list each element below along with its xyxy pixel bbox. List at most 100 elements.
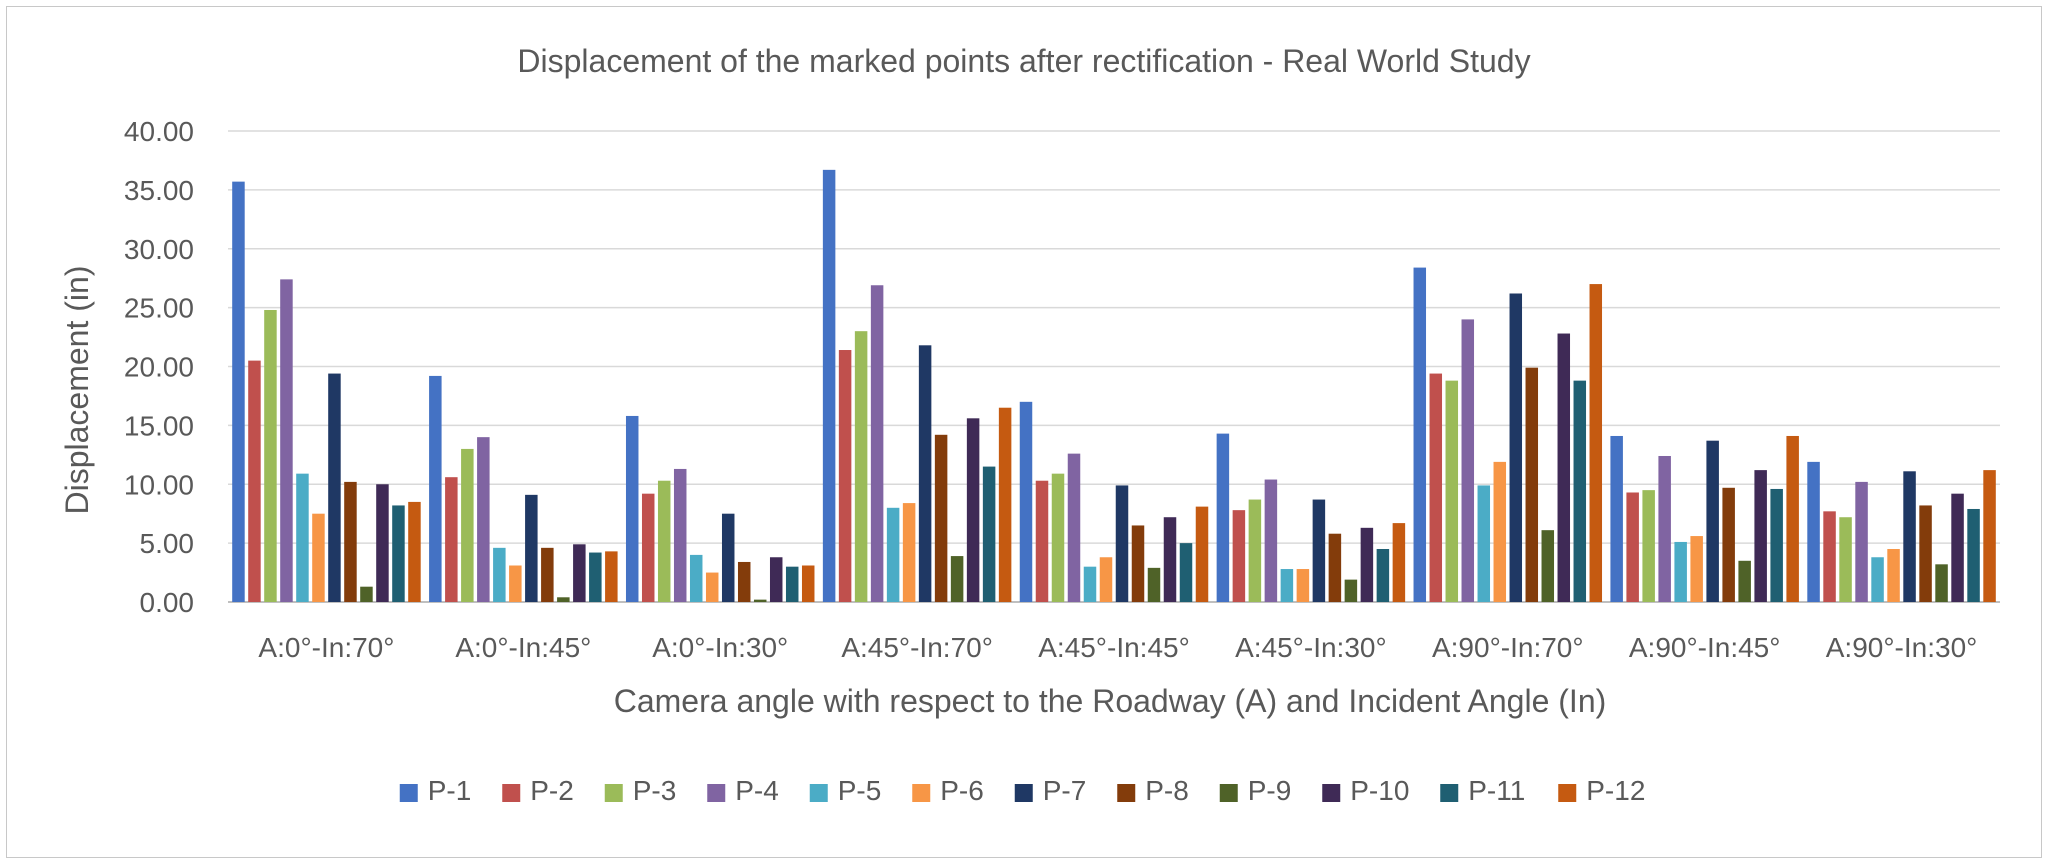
bar-p-9-8 — [1935, 564, 1948, 602]
bar-p-9-1 — [557, 597, 570, 602]
bar-p-10-6 — [1557, 333, 1571, 602]
bar-p-2-8 — [1823, 511, 1836, 602]
bar-p-6-5 — [1296, 569, 1310, 602]
bar-p-2-1 — [445, 477, 458, 602]
bar-p-4-6 — [1461, 319, 1475, 602]
legend-swatch-p-2 — [502, 784, 521, 802]
bar-p-8-2 — [737, 561, 751, 602]
y-tick-labels: 0.00 5.00 10.00 15.00 20.00 25.00 30.00 35.00 40… — [124, 116, 194, 618]
bar-p-6-0 — [312, 513, 325, 602]
bar-p-5-8 — [1871, 557, 1884, 602]
bar-p-1-2 — [625, 415, 639, 602]
legend-swatch-p-12 — [1558, 784, 1577, 802]
bar-p-5-4 — [1083, 566, 1097, 602]
legend-swatch-p-5 — [809, 784, 828, 802]
bar-p-12-2 — [801, 565, 815, 602]
legend-swatch-p-7 — [1014, 784, 1033, 802]
bar-p-7-7 — [1706, 440, 1719, 602]
gridlines — [228, 130, 2000, 603]
legend-label-p-7: P-7 — [1043, 775, 1087, 806]
legend-label-p-11: P-11 — [1468, 775, 1525, 806]
legend-label-p-6: P-6 — [940, 775, 984, 806]
legend-label-p-10: P-10 — [1350, 775, 1409, 806]
bar-p-4-8 — [1855, 481, 1868, 602]
bar-p-6-3 — [902, 503, 916, 602]
bar-p-8-4 — [1131, 525, 1145, 602]
bar-p-5-7 — [1674, 541, 1687, 602]
bar-p-5-1 — [493, 547, 506, 602]
bar-p-9-5 — [1344, 579, 1358, 602]
bar-p-12-0 — [408, 501, 421, 602]
legend-label-p-1: P-1 — [428, 775, 472, 806]
x-tick-label: A:45°-In:70° — [841, 632, 993, 663]
bar-p-1-7 — [1610, 435, 1623, 602]
bar-p-8-6 — [1525, 367, 1539, 602]
bars — [232, 169, 1996, 603]
bar-p-8-3 — [934, 434, 948, 602]
bar-p-10-1 — [573, 544, 586, 602]
bar-p-2-0 — [248, 360, 261, 602]
bar-p-2-3 — [838, 350, 852, 602]
bar-p-4-5 — [1264, 479, 1278, 602]
bar-p-11-0 — [392, 505, 405, 602]
bar-p-1-4 — [1019, 401, 1033, 602]
legend-label-p-5: P-5 — [838, 775, 882, 806]
bar-p-3-6 — [1445, 380, 1459, 602]
bar-p-10-3 — [966, 418, 980, 602]
bar-p-3-7 — [1642, 490, 1655, 602]
bar-p-10-0 — [376, 484, 389, 602]
legend-swatch-p-4 — [707, 784, 726, 802]
bar-p-6-6 — [1493, 461, 1507, 602]
bar-p-7-0 — [328, 373, 341, 602]
bar-p-4-3 — [870, 285, 884, 602]
bar-p-1-0 — [232, 181, 245, 602]
y-tick-label: 15.00 — [124, 410, 194, 441]
bar-p-9-3 — [950, 556, 964, 602]
legend-swatch-p-10 — [1322, 784, 1341, 802]
y-tick-label: 10.00 — [124, 469, 194, 500]
bar-p-3-2 — [657, 480, 671, 602]
legend-swatch-p-6 — [912, 784, 931, 802]
legend-label-p-12: P-12 — [1586, 775, 1645, 806]
bar-p-12-4 — [1195, 506, 1209, 602]
bar-p-5-2 — [689, 554, 703, 602]
bar-p-9-4 — [1147, 567, 1161, 602]
bar-p-9-0 — [360, 586, 373, 602]
bar-p-7-3 — [918, 345, 932, 602]
legend-label-p-9: P-9 — [1248, 775, 1292, 806]
y-tick-label: 20.00 — [124, 352, 194, 383]
x-tick-labels: A:0°-In:70° A:0°-In:45° A:0°-In:30° A:45°-I… — [258, 632, 1977, 663]
legend-label-p-3: P-3 — [633, 775, 677, 806]
bar-p-3-8 — [1839, 517, 1852, 602]
x-tick-label: A:90°-In:30° — [1826, 632, 1978, 663]
y-tick-label: 0.00 — [140, 587, 195, 618]
bar-p-10-8 — [1951, 493, 1964, 602]
bar-p-11-1 — [589, 552, 602, 602]
bar-p-12-8 — [1983, 470, 1996, 602]
bar-p-11-8 — [1967, 508, 1980, 602]
bar-p-2-7 — [1626, 492, 1639, 602]
bar-p-11-3 — [982, 466, 996, 602]
bar-p-9-7 — [1738, 560, 1751, 602]
bar-p-12-5 — [1392, 523, 1406, 602]
x-tick-label: A:90°-In:45° — [1629, 632, 1781, 663]
bar-p-10-2 — [769, 557, 783, 602]
bar-p-11-2 — [785, 566, 799, 602]
bar-p-2-4 — [1035, 480, 1049, 602]
bar-p-11-7 — [1770, 488, 1783, 602]
bar-p-3-1 — [461, 448, 474, 602]
x-tick-label: A:0°-In:45° — [455, 632, 591, 663]
bar-p-7-1 — [525, 494, 538, 602]
bar-p-1-6 — [1413, 267, 1427, 602]
y-axis-title: Displacement (in) — [59, 266, 95, 515]
bar-p-6-4 — [1099, 557, 1113, 602]
bar-p-1-1 — [429, 375, 442, 602]
bar-p-2-6 — [1429, 373, 1443, 602]
bar-p-6-1 — [509, 565, 522, 602]
bar-p-6-7 — [1690, 536, 1703, 602]
bar-p-1-5 — [1216, 433, 1230, 602]
bar-p-5-0 — [296, 473, 309, 602]
legend-label-p-2: P-2 — [530, 775, 574, 806]
legend: P-1 P-2 P-3 P-4 P-5 P-6 P-7 P-8 P-9 P-10 P-11 P-12 — [399, 775, 1645, 806]
x-tick-label: A:0°-In:70° — [258, 632, 394, 663]
